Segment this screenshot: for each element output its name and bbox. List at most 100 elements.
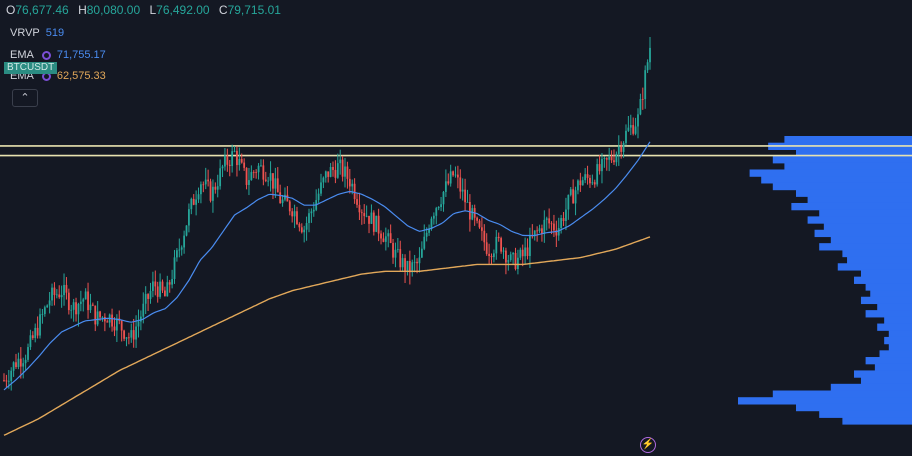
candle[interactable] — [320, 173, 322, 197]
candle[interactable] — [236, 146, 238, 177]
candle[interactable] — [214, 182, 217, 194]
candle[interactable] — [488, 243, 491, 265]
candle[interactable] — [360, 209, 363, 225]
candle[interactable] — [111, 308, 113, 332]
candle[interactable] — [51, 283, 53, 306]
candle[interactable] — [567, 194, 570, 220]
candle[interactable] — [142, 292, 145, 324]
candle[interactable] — [524, 237, 527, 265]
candle[interactable] — [171, 269, 174, 289]
candle[interactable] — [269, 161, 272, 192]
candle[interactable] — [435, 206, 438, 225]
candle[interactable] — [483, 224, 486, 251]
candle[interactable] — [629, 114, 632, 136]
candle[interactable] — [190, 197, 193, 215]
candle[interactable] — [557, 217, 560, 241]
candle[interactable] — [70, 304, 73, 319]
candle[interactable] — [396, 238, 399, 253]
candle[interactable] — [613, 149, 615, 165]
candle[interactable] — [123, 329, 125, 342]
candle[interactable] — [617, 135, 620, 166]
candle[interactable] — [75, 297, 77, 322]
candle[interactable] — [41, 308, 44, 324]
candle[interactable] — [243, 158, 246, 171]
candle[interactable] — [627, 115, 630, 132]
candle[interactable] — [437, 206, 440, 211]
candle[interactable] — [514, 247, 517, 271]
candle[interactable] — [584, 168, 587, 184]
candle[interactable] — [317, 188, 320, 203]
candle[interactable] — [442, 190, 445, 212]
candle[interactable] — [216, 174, 219, 198]
candle[interactable] — [644, 65, 647, 109]
candle[interactable] — [341, 155, 344, 182]
candle[interactable] — [543, 210, 546, 243]
candle[interactable] — [79, 290, 82, 312]
candle[interactable] — [308, 208, 310, 233]
candle[interactable] — [512, 251, 515, 265]
candle[interactable] — [339, 149, 342, 175]
candle[interactable] — [72, 298, 75, 322]
candle[interactable] — [449, 164, 452, 187]
candle[interactable] — [466, 189, 469, 203]
candle[interactable] — [625, 124, 627, 146]
candle[interactable] — [65, 277, 68, 300]
candle[interactable] — [586, 165, 589, 185]
candle[interactable] — [252, 170, 255, 179]
candle[interactable] — [368, 215, 370, 234]
candle[interactable] — [353, 178, 356, 204]
candle[interactable] — [577, 179, 579, 195]
candle[interactable] — [10, 367, 13, 391]
candle[interactable] — [29, 329, 32, 350]
candle[interactable] — [231, 144, 234, 173]
candle[interactable] — [447, 173, 450, 186]
candle[interactable] — [207, 169, 210, 187]
candle[interactable] — [281, 194, 284, 207]
candle[interactable] — [250, 165, 253, 181]
candle[interactable] — [163, 286, 166, 297]
candle[interactable] — [219, 159, 222, 190]
candle[interactable] — [195, 190, 198, 216]
candle[interactable] — [39, 308, 41, 339]
candle[interactable] — [480, 217, 483, 241]
candle[interactable] — [279, 184, 282, 204]
candle[interactable] — [53, 282, 56, 306]
candle[interactable] — [589, 174, 591, 188]
candle[interactable] — [118, 310, 121, 325]
candle[interactable] — [245, 167, 248, 190]
lightning-icon[interactable]: ⚡ — [640, 437, 656, 453]
candle[interactable] — [641, 87, 644, 110]
candle[interactable] — [610, 150, 613, 164]
candle[interactable] — [276, 167, 279, 193]
candle[interactable] — [538, 224, 541, 233]
candle[interactable] — [185, 225, 188, 237]
gear-icon[interactable] — [41, 50, 51, 60]
candle[interactable] — [473, 204, 476, 226]
candle[interactable] — [324, 170, 327, 183]
candle[interactable] — [120, 319, 123, 342]
candle[interactable] — [96, 301, 99, 327]
candle[interactable] — [329, 163, 332, 178]
candle[interactable] — [444, 169, 447, 197]
candle[interactable] — [226, 148, 229, 172]
candle[interactable] — [183, 230, 186, 254]
candle[interactable] — [497, 232, 500, 242]
candle[interactable] — [581, 176, 584, 186]
candle[interactable] — [456, 165, 459, 189]
candle[interactable] — [132, 318, 135, 348]
candle[interactable] — [392, 238, 394, 264]
candle[interactable] — [507, 254, 510, 271]
candle[interactable] — [459, 169, 462, 199]
candle[interactable] — [401, 253, 404, 273]
candle[interactable] — [197, 187, 200, 203]
candle[interactable] — [274, 167, 277, 198]
candle[interactable] — [293, 204, 296, 229]
candle[interactable] — [161, 279, 164, 293]
candle[interactable] — [562, 211, 565, 227]
candle[interactable] — [255, 169, 258, 179]
candle[interactable] — [113, 317, 116, 337]
candle[interactable] — [168, 279, 171, 293]
candle[interactable] — [637, 108, 639, 139]
candle[interactable] — [356, 192, 358, 208]
candle[interactable] — [156, 281, 159, 303]
